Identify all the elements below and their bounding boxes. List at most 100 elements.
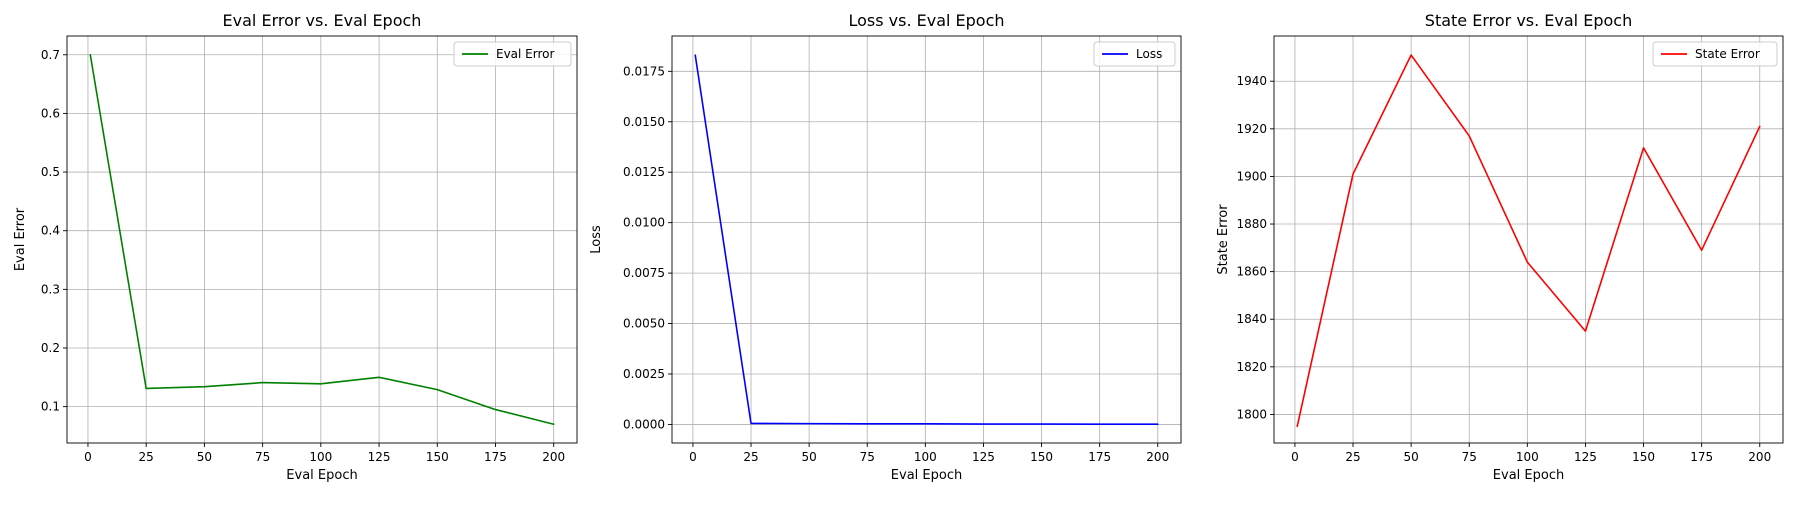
y-tick-label: 0.0100 [623, 216, 665, 230]
data-point [1584, 330, 1586, 332]
x-tick-label: 75 [860, 450, 875, 464]
data-point [694, 54, 696, 56]
x-tick-label: 200 [542, 450, 565, 464]
y-tick-label: 0.6 [41, 106, 60, 120]
y-tick-label: 0.0050 [623, 317, 665, 331]
x-tick-label: 125 [368, 450, 391, 464]
legend: Eval Error [453, 41, 572, 67]
chart-panel-2: 0 25 50 75 100 125 150 175 200 0.0000 0.0025 0.0050… [589, 11, 1182, 483]
x-tick-label: 175 [1690, 450, 1713, 464]
x-tick-label: 150 [1632, 450, 1655, 464]
y-tick-label: 1900 [1236, 169, 1267, 183]
y-tick-label: 1920 [1236, 122, 1267, 136]
legend: Loss [1093, 41, 1176, 67]
x-tick-label: 75 [1462, 450, 1477, 464]
chart-title: Eval Error vs. Eval Epoch [223, 11, 422, 30]
data-point [1468, 135, 1470, 137]
data-point [866, 423, 868, 425]
plot-frame [66, 35, 578, 444]
x-tick-label: 125 [972, 450, 995, 464]
x-tick-label: 0 [689, 450, 697, 464]
data-point [320, 383, 322, 385]
chart-title: State Error vs. Eval Epoch [1425, 11, 1632, 30]
x-tick-label: 0 [84, 450, 92, 464]
x-tick-label: 150 [426, 450, 449, 464]
data-point [1352, 173, 1354, 175]
y-tick-label: 1880 [1236, 217, 1267, 231]
x-tick-label: 50 [197, 450, 212, 464]
x-tick-label: 200 [1146, 450, 1169, 464]
y-tick-label: 1860 [1236, 265, 1267, 279]
series-line-eval-error [89, 53, 555, 426]
data-point [89, 54, 91, 56]
x-tick-label: 100 [1516, 450, 1539, 464]
data-point [553, 423, 555, 425]
y-tick-label: 0.5 [41, 165, 60, 179]
y-tick-label: 0.4 [41, 224, 60, 238]
y-tick-label: 0.0125 [623, 165, 665, 179]
x-axis-label: Eval Epoch [891, 468, 962, 483]
x-tick-label: 100 [914, 450, 937, 464]
data-point [1296, 425, 1298, 427]
data-point [494, 408, 496, 410]
y-tick-label: 0.0000 [623, 417, 665, 431]
data-point [203, 386, 205, 388]
data-point [145, 387, 147, 389]
x-tick-label: 150 [1030, 450, 1053, 464]
y-tick-label: 1800 [1236, 407, 1267, 421]
y-axis-label: Loss [589, 225, 604, 254]
y-axis-label: State Error [1216, 204, 1231, 275]
x-tick-label: 75 [255, 450, 270, 464]
data-point [808, 422, 810, 424]
y-tick-label: 0.3 [41, 282, 60, 296]
y-tick-label: 0.0175 [623, 64, 665, 78]
x-tick-label: 175 [1088, 450, 1111, 464]
y-axis-label: Eval Error [13, 207, 28, 271]
legend-entry: State Error [1695, 47, 1760, 61]
legend-box [1652, 41, 1778, 67]
x-tick-label: 175 [484, 450, 507, 464]
data-point [1410, 54, 1412, 56]
x-tick-label: 50 [1403, 450, 1418, 464]
y-tick-label: 0.1 [41, 400, 60, 414]
x-tick-label: 125 [1574, 450, 1597, 464]
legend-box [1093, 41, 1176, 67]
y-tick-label: 1840 [1236, 312, 1267, 326]
data-point [1642, 147, 1644, 149]
data-point [436, 388, 438, 390]
x-tick-label: 25 [743, 450, 758, 464]
data-point [261, 381, 263, 383]
data-point [1098, 423, 1100, 425]
data-point [1526, 261, 1528, 263]
data-point [378, 376, 380, 378]
data-point [982, 423, 984, 425]
x-tick-label: 0 [1291, 450, 1299, 464]
chart-panel-1: 0 25 50 75 100 125 150 175 200 0.1 0.2 0.3 0.4 0.5 0.6… [13, 11, 578, 483]
chart-title: Loss vs. Eval Epoch [848, 11, 1004, 30]
data-point [1700, 249, 1702, 251]
legend-box [453, 41, 572, 67]
x-axis-label: Eval Epoch [1493, 468, 1564, 483]
y-tick-label: 1820 [1236, 360, 1267, 374]
data-point [1759, 125, 1761, 127]
data-point [750, 422, 752, 424]
chart-panel-3: 0 25 50 75 100 125 150 175 200 1800 1820 1840 1860 18… [1216, 11, 1784, 483]
legend-entry: Loss [1136, 47, 1162, 61]
y-tick-label: 0.0025 [623, 367, 665, 381]
data-point [1040, 423, 1042, 425]
series-line-loss [694, 54, 1159, 426]
y-tick-label: 0.0075 [623, 266, 665, 280]
plot-frame [1273, 35, 1784, 444]
y-tick-label: 0.7 [41, 48, 60, 62]
x-tick-label: 50 [801, 450, 816, 464]
x-tick-label: 25 [1345, 450, 1360, 464]
data-point [924, 423, 926, 425]
data-point [1157, 423, 1159, 425]
legend-entry: Eval Error [496, 47, 555, 61]
plot-frame [671, 35, 1182, 444]
series-line-state-error [1296, 54, 1761, 428]
x-tick-label: 100 [309, 450, 332, 464]
y-tick-label: 0.0150 [623, 115, 665, 129]
